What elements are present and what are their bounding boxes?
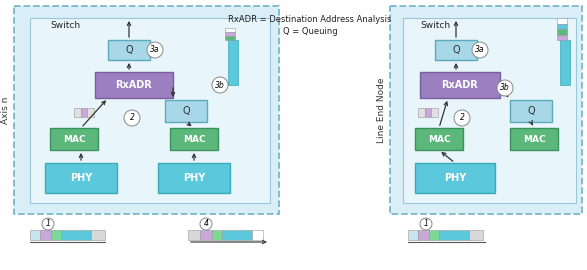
Circle shape	[212, 77, 228, 93]
Bar	[560, 40, 570, 85]
Circle shape	[497, 80, 513, 96]
Bar	[222, 230, 252, 240]
Text: PHY: PHY	[444, 173, 466, 183]
Bar	[41, 230, 51, 240]
Bar	[80, 108, 87, 117]
Text: Switch: Switch	[50, 21, 80, 29]
Text: Line End Node: Line End Node	[377, 77, 386, 143]
Bar	[74, 108, 80, 117]
Bar	[415, 128, 463, 150]
Text: Q: Q	[125, 45, 133, 55]
Bar	[408, 230, 419, 240]
Circle shape	[420, 218, 432, 230]
Bar	[510, 128, 558, 150]
Bar	[429, 230, 440, 240]
Bar	[92, 230, 105, 240]
Bar	[440, 230, 470, 240]
Text: Axis n: Axis n	[2, 96, 11, 124]
Text: RxADR: RxADR	[441, 80, 478, 90]
Circle shape	[472, 42, 488, 58]
Bar	[14, 6, 279, 214]
Bar	[557, 23, 567, 29]
Text: 4: 4	[204, 220, 208, 228]
Text: RxADR = Destination Address Analysis: RxADR = Destination Address Analysis	[228, 15, 392, 25]
Text: RxADR: RxADR	[116, 80, 153, 90]
Bar	[108, 40, 150, 60]
Bar	[225, 36, 235, 40]
Bar	[30, 18, 270, 203]
Bar	[557, 18, 567, 23]
Text: MAC: MAC	[428, 134, 450, 143]
Bar	[87, 108, 94, 117]
Bar	[431, 108, 438, 117]
Bar	[200, 230, 212, 240]
Bar	[212, 230, 222, 240]
Bar	[45, 163, 117, 193]
Text: 1: 1	[46, 220, 50, 228]
Circle shape	[200, 218, 212, 230]
Text: 3b: 3b	[215, 80, 225, 89]
Bar	[50, 128, 98, 150]
Text: MAC: MAC	[63, 134, 85, 143]
Text: 2: 2	[460, 113, 464, 123]
Bar	[557, 29, 567, 35]
Bar	[435, 40, 477, 60]
Text: 3a: 3a	[475, 46, 485, 55]
Text: MAC: MAC	[522, 134, 545, 143]
Bar	[252, 230, 263, 240]
Text: 3a: 3a	[150, 46, 160, 55]
Circle shape	[454, 110, 470, 126]
Bar	[158, 163, 230, 193]
Text: 1: 1	[424, 220, 429, 228]
Text: Q: Q	[527, 106, 535, 116]
Bar	[424, 108, 431, 117]
Text: PHY: PHY	[70, 173, 92, 183]
Bar	[420, 72, 500, 98]
Bar	[170, 128, 218, 150]
Text: PHY: PHY	[183, 173, 205, 183]
Bar	[30, 230, 41, 240]
Circle shape	[124, 110, 140, 126]
Bar	[188, 230, 200, 240]
Text: Switch: Switch	[420, 21, 450, 29]
Bar	[557, 35, 567, 40]
Bar	[419, 230, 429, 240]
Text: 3b: 3b	[500, 83, 510, 93]
Text: Q: Q	[182, 106, 190, 116]
Bar	[228, 40, 238, 85]
Text: Q = Queuing: Q = Queuing	[283, 28, 338, 36]
Text: MAC: MAC	[183, 134, 205, 143]
Bar	[415, 163, 495, 193]
Bar	[225, 28, 235, 32]
Bar	[225, 32, 235, 36]
Circle shape	[42, 218, 54, 230]
Bar	[470, 230, 483, 240]
Bar	[403, 18, 576, 203]
Bar	[62, 230, 92, 240]
Bar	[390, 6, 582, 214]
Bar	[510, 100, 552, 122]
Circle shape	[147, 42, 163, 58]
Bar	[165, 100, 207, 122]
Bar	[95, 72, 173, 98]
Bar	[418, 108, 424, 117]
Bar	[51, 230, 62, 240]
Text: Q: Q	[452, 45, 460, 55]
Text: 2: 2	[130, 113, 134, 123]
